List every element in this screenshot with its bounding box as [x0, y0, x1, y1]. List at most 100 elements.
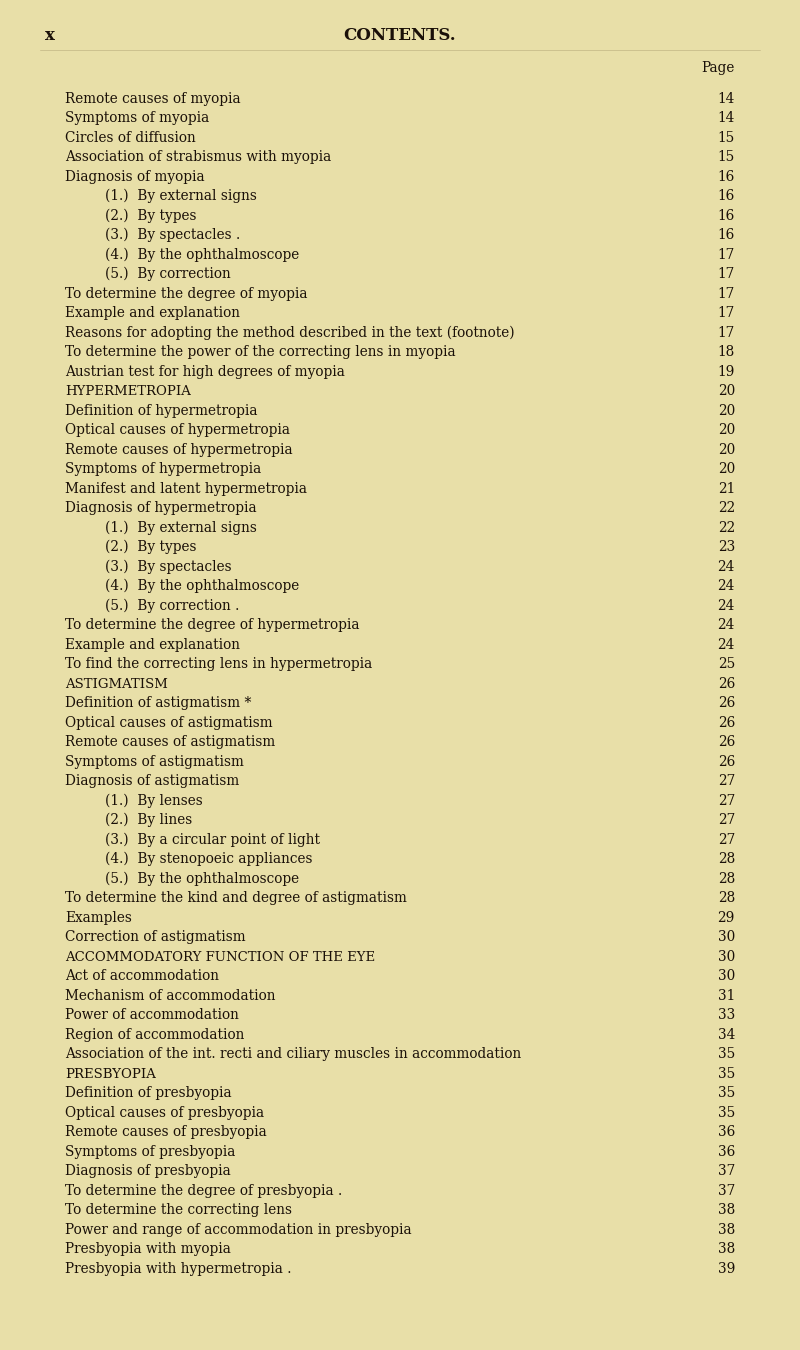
Text: 27: 27: [718, 794, 735, 807]
Text: 16: 16: [718, 228, 735, 242]
Text: 20: 20: [718, 423, 735, 437]
Text: (4.)  By the ophthalmoscope: (4.) By the ophthalmoscope: [105, 247, 299, 262]
Text: 38: 38: [718, 1242, 735, 1256]
Text: (3.)  By spectacles .: (3.) By spectacles .: [105, 228, 240, 242]
Text: 37: 37: [718, 1164, 735, 1179]
Text: 20: 20: [718, 385, 735, 398]
Text: 20: 20: [718, 404, 735, 417]
Text: Presbyopia with myopia: Presbyopia with myopia: [65, 1242, 231, 1256]
Text: Power and range of accommodation in presbyopia: Power and range of accommodation in pres…: [65, 1223, 412, 1237]
Text: 35: 35: [718, 1066, 735, 1080]
Text: (4.)  By stenopoeic appliances: (4.) By stenopoeic appliances: [105, 852, 313, 867]
Text: Region of accommodation: Region of accommodation: [65, 1027, 244, 1042]
Text: Remote causes of presbyopia: Remote causes of presbyopia: [65, 1125, 266, 1139]
Text: To determine the degree of hypermetropia: To determine the degree of hypermetropia: [65, 618, 359, 632]
Text: Diagnosis of astigmatism: Diagnosis of astigmatism: [65, 774, 239, 788]
Text: (1.)  By external signs: (1.) By external signs: [105, 520, 257, 535]
Text: 22: 22: [718, 501, 735, 516]
Text: 26: 26: [718, 736, 735, 749]
Text: 33: 33: [718, 1008, 735, 1022]
Text: 35: 35: [718, 1106, 735, 1119]
Text: Correction of astigmatism: Correction of astigmatism: [65, 930, 246, 944]
Text: To determine the degree of presbyopia .: To determine the degree of presbyopia .: [65, 1184, 342, 1197]
Text: (3.)  By a circular point of light: (3.) By a circular point of light: [105, 832, 320, 846]
Text: Symptoms of hypermetropia: Symptoms of hypermetropia: [65, 462, 262, 477]
Text: 29: 29: [718, 911, 735, 925]
Text: 26: 26: [718, 716, 735, 729]
Text: Association of strabismus with myopia: Association of strabismus with myopia: [65, 150, 331, 165]
Text: Examples: Examples: [65, 911, 132, 925]
Text: 26: 26: [718, 676, 735, 691]
Text: 31: 31: [718, 988, 735, 1003]
Text: HYPERMETROPIA: HYPERMETROPIA: [65, 385, 191, 398]
Text: Symptoms of myopia: Symptoms of myopia: [65, 111, 210, 126]
Text: 39: 39: [718, 1262, 735, 1276]
Text: 24: 24: [718, 579, 735, 593]
Text: To determine the kind and degree of astigmatism: To determine the kind and degree of asti…: [65, 891, 407, 904]
Text: Manifest and latent hypermetropia: Manifest and latent hypermetropia: [65, 482, 307, 495]
Text: Optical causes of astigmatism: Optical causes of astigmatism: [65, 716, 273, 729]
Text: 20: 20: [718, 462, 735, 477]
Text: 37: 37: [718, 1184, 735, 1197]
Text: ASTIGMATISM: ASTIGMATISM: [65, 678, 168, 691]
Text: Austrian test for high degrees of myopia: Austrian test for high degrees of myopia: [65, 364, 345, 378]
Text: 18: 18: [718, 346, 735, 359]
Text: 24: 24: [718, 637, 735, 652]
Text: 30: 30: [718, 969, 735, 983]
Text: 14: 14: [718, 111, 735, 126]
Text: 20: 20: [718, 443, 735, 456]
Text: 16: 16: [718, 209, 735, 223]
Text: Mechanism of accommodation: Mechanism of accommodation: [65, 988, 275, 1003]
Text: 17: 17: [718, 286, 735, 301]
Text: 16: 16: [718, 189, 735, 202]
Text: To determine the correcting lens: To determine the correcting lens: [65, 1203, 292, 1218]
Text: PRESBYOPIA: PRESBYOPIA: [65, 1068, 156, 1080]
Text: Diagnosis of presbyopia: Diagnosis of presbyopia: [65, 1164, 230, 1179]
Text: 28: 28: [718, 891, 735, 904]
Text: Definition of hypermetropia: Definition of hypermetropia: [65, 404, 258, 417]
Text: Diagnosis of hypermetropia: Diagnosis of hypermetropia: [65, 501, 257, 516]
Text: x: x: [45, 27, 55, 45]
Text: To determine the degree of myopia: To determine the degree of myopia: [65, 286, 307, 301]
Text: Definition of presbyopia: Definition of presbyopia: [65, 1087, 232, 1100]
Text: Association of the int. recti and ciliary muscles in accommodation: Association of the int. recti and ciliar…: [65, 1048, 522, 1061]
Text: 27: 27: [718, 813, 735, 828]
Text: Symptoms of presbyopia: Symptoms of presbyopia: [65, 1145, 235, 1158]
Text: 23: 23: [718, 540, 735, 553]
Text: 28: 28: [718, 872, 735, 886]
Text: ACCOMMODATORY FUNCTION OF THE EYE: ACCOMMODATORY FUNCTION OF THE EYE: [65, 950, 375, 964]
Text: (2.)  By types: (2.) By types: [105, 540, 197, 553]
Text: 35: 35: [718, 1048, 735, 1061]
Text: Circles of diffusion: Circles of diffusion: [65, 131, 196, 144]
Text: 17: 17: [718, 306, 735, 320]
Text: 15: 15: [718, 150, 735, 165]
Text: 26: 26: [718, 755, 735, 768]
Text: 28: 28: [718, 852, 735, 867]
Text: (3.)  By spectacles: (3.) By spectacles: [105, 559, 232, 574]
Text: Symptoms of astigmatism: Symptoms of astigmatism: [65, 755, 244, 768]
Text: Power of accommodation: Power of accommodation: [65, 1008, 239, 1022]
Text: (2.)  By types: (2.) By types: [105, 208, 197, 223]
Text: 30: 30: [718, 930, 735, 944]
Text: 38: 38: [718, 1223, 735, 1237]
Text: 24: 24: [718, 560, 735, 574]
Text: Act of accommodation: Act of accommodation: [65, 969, 219, 983]
Text: 30: 30: [718, 949, 735, 964]
Text: 24: 24: [718, 618, 735, 632]
Text: (5.)  By the ophthalmoscope: (5.) By the ophthalmoscope: [105, 871, 299, 886]
Text: Optical causes of hypermetropia: Optical causes of hypermetropia: [65, 423, 290, 437]
Text: 15: 15: [718, 131, 735, 144]
Text: Remote causes of myopia: Remote causes of myopia: [65, 92, 241, 105]
Text: CONTENTS.: CONTENTS.: [344, 27, 456, 45]
Text: Presbyopia with hypermetropia .: Presbyopia with hypermetropia .: [65, 1262, 291, 1276]
Text: 36: 36: [718, 1125, 735, 1139]
Text: (1.)  By lenses: (1.) By lenses: [105, 794, 202, 807]
Text: 14: 14: [718, 92, 735, 105]
Text: 34: 34: [718, 1027, 735, 1042]
Text: Page: Page: [702, 61, 735, 76]
Text: Definition of astigmatism *: Definition of astigmatism *: [65, 697, 251, 710]
Text: 17: 17: [718, 325, 735, 340]
Text: 16: 16: [718, 170, 735, 184]
Text: 17: 17: [718, 247, 735, 262]
Text: 25: 25: [718, 657, 735, 671]
